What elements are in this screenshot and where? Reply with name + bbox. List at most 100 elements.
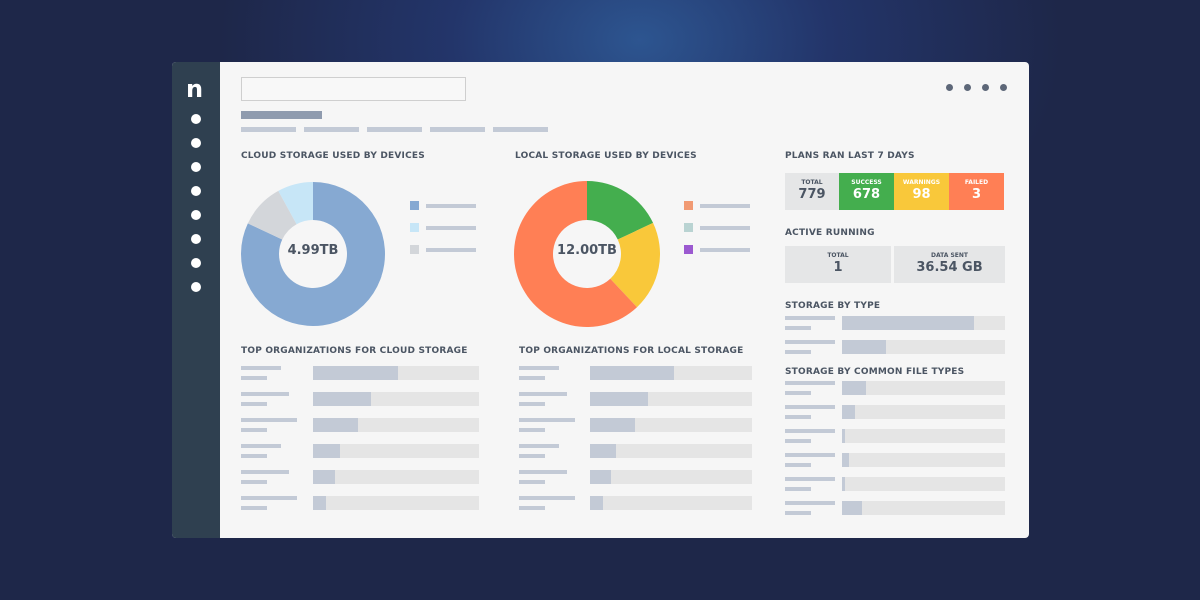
tab[interactable] — [493, 127, 548, 132]
stat-value: 98 — [912, 187, 931, 202]
org-sub — [519, 402, 545, 406]
org-bar — [590, 366, 752, 380]
file-type-bar — [842, 477, 1005, 491]
donut-slice — [610, 222, 660, 308]
cloud-total: 4.99TB — [287, 243, 339, 258]
active-total: TOTAL 1 — [785, 246, 891, 283]
tab[interactable] — [241, 127, 296, 132]
file-type-sub — [785, 391, 811, 395]
org-bar — [590, 392, 752, 406]
breadcrumb[interactable] — [241, 111, 322, 119]
file-type-sub — [785, 415, 811, 419]
org-sub — [241, 428, 267, 432]
plans-failed: FAILED 3 — [949, 173, 1004, 210]
org-sub — [519, 376, 545, 380]
sidebar-item[interactable] — [191, 186, 201, 196]
file-type-sub — [785, 463, 811, 467]
file-type-bar — [842, 405, 1005, 419]
org-name — [519, 496, 575, 500]
sidebar-item[interactable] — [191, 210, 201, 220]
sidebar-item[interactable] — [191, 162, 201, 172]
org-name — [241, 470, 289, 474]
legend-swatch — [684, 201, 693, 210]
org-bar — [590, 470, 752, 484]
org-bar — [313, 444, 479, 458]
file-type-sub — [785, 487, 811, 491]
sidebar-item[interactable] — [191, 114, 201, 124]
org-name — [241, 366, 281, 370]
file-type-label — [785, 477, 835, 481]
legend-swatch — [410, 245, 419, 254]
dashboard-window: n CLOUD STORAGE USED BY DEVICES LOCAL ST… — [172, 62, 1029, 538]
legend-label — [426, 226, 476, 230]
org-name — [519, 392, 567, 396]
org-name — [519, 418, 575, 422]
cloud-donut-chart — [241, 182, 385, 326]
file-type-label — [785, 429, 835, 433]
stat-label: SUCCESS — [851, 179, 882, 186]
plans-title: PLANS RAN LAST 7 DAYS — [785, 151, 915, 161]
search-input[interactable] — [241, 77, 466, 101]
stat-label: TOTAL — [801, 179, 823, 186]
sidebar-item[interactable] — [191, 258, 201, 268]
plans-warnings: WARNINGS 98 — [894, 173, 949, 210]
org-name — [241, 444, 281, 448]
sidebar-item[interactable] — [191, 282, 201, 292]
sidebar-item[interactable] — [191, 138, 201, 148]
file-types-title: STORAGE BY COMMON FILE TYPES — [785, 367, 965, 377]
file-type-label — [785, 453, 835, 457]
org-name — [241, 496, 297, 500]
top-cloud-title: TOP ORGANIZATIONS FOR CLOUD STORAGE — [241, 346, 468, 356]
sidebar: n — [172, 62, 220, 538]
local-total: 12.00TB — [557, 243, 617, 258]
stat-label: WARNINGS — [902, 179, 941, 186]
active-title: ACTIVE RUNNING — [785, 228, 875, 238]
by-type-title: STORAGE BY TYPE — [785, 301, 881, 311]
legend-label — [426, 204, 476, 208]
donut-slice — [278, 182, 313, 225]
org-bar — [313, 418, 479, 432]
file-type-label — [785, 501, 835, 505]
menu-dots-icon[interactable] — [946, 84, 1007, 91]
org-name — [519, 366, 559, 370]
plans-success: SUCCESS 678 — [839, 173, 894, 210]
org-bar — [590, 444, 752, 458]
storage-type-bar — [842, 340, 1005, 354]
file-type-sub — [785, 511, 811, 515]
legend-label — [426, 248, 476, 252]
stat-label: FAILED — [964, 179, 989, 186]
org-bar — [313, 496, 479, 510]
org-sub — [241, 480, 267, 484]
tab[interactable] — [430, 127, 485, 132]
org-sub — [519, 428, 545, 432]
tab[interactable] — [304, 127, 359, 132]
file-type-label — [785, 381, 835, 385]
org-name — [519, 444, 559, 448]
donut-slice — [514, 181, 637, 327]
tab[interactable] — [367, 127, 422, 132]
legend-swatch — [410, 223, 419, 232]
org-bar — [590, 496, 752, 510]
org-bar — [313, 366, 479, 380]
org-name — [241, 392, 289, 396]
cloud-storage-title: CLOUD STORAGE USED BY DEVICES — [241, 151, 425, 161]
legend-label — [700, 248, 750, 252]
file-type-sub — [785, 439, 811, 443]
file-type-bar — [842, 381, 1005, 395]
file-type-bar — [842, 453, 1005, 467]
sidebar-item[interactable] — [191, 234, 201, 244]
org-sub — [241, 454, 267, 458]
org-sub — [241, 506, 267, 510]
file-type-bar — [842, 501, 1005, 515]
donut-slice — [241, 182, 385, 326]
org-bar — [313, 392, 479, 406]
stat-value: 779 — [798, 187, 826, 202]
org-sub — [241, 376, 267, 380]
file-type-bar — [842, 429, 1005, 443]
stat-value: 3 — [971, 187, 982, 202]
stat-value: 678 — [852, 187, 881, 202]
legend-swatch — [684, 245, 693, 254]
storage-type-sub — [785, 326, 811, 330]
logo: n — [186, 75, 204, 103]
storage-type-label — [785, 316, 835, 320]
